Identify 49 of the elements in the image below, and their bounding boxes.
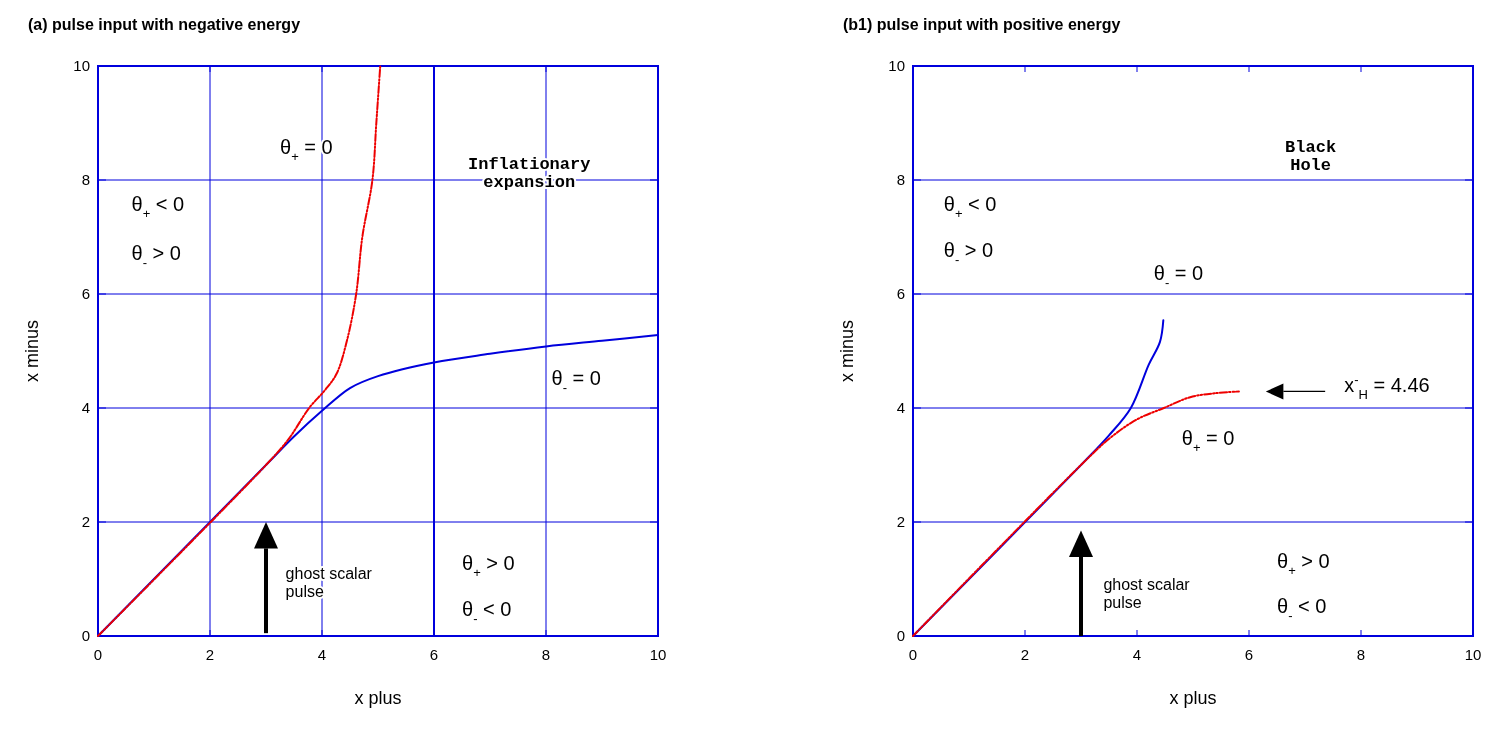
x-tick-label: 4 [317,646,327,663]
annotation: θ$_{-}$ = 0 [1153,261,1204,290]
chart-title: (a) pulse input with negative energy [28,16,301,33]
x-axis-title: x plus [1169,688,1217,708]
x-tick-label: 6 [429,646,439,663]
x-tick-label: 10 [1464,646,1482,663]
y-tick-label: 8 [81,171,90,188]
y-tick-label: 4 [81,399,90,416]
annotation: θ$_{-}$ < 0 [1277,595,1327,624]
y-axis-title: x minus [837,319,857,383]
x-tick-label: 0 [908,646,918,663]
y-tick-label: 4 [896,399,905,416]
x-tick-label: 0 [93,646,103,663]
annotation: Black Hole [1285,137,1337,176]
x-tick-label: 2 [1020,646,1030,663]
x-tick-label: 2 [205,646,215,663]
annotation: θ$_{+}$ > 0 [1277,549,1330,578]
y-tick-label: 2 [896,513,905,530]
annotation: θ$_{-}$ > 0 [131,241,181,270]
x-tick-label: 6 [1244,646,1254,663]
annotation: θ$_{+}$ > 0 [462,552,515,581]
line-series [97,65,382,637]
annotation: θ$_{+}$ < 0 [943,193,997,222]
annotation: θ$_{+}$ < 0 [131,193,185,222]
x-tick-label: 4 [1132,646,1142,663]
y-tick-label: 8 [896,171,905,188]
annotation: Inflationary expansion [467,154,591,193]
y-axis-title: x minus [22,319,42,383]
x-tick-label: 8 [541,646,551,663]
y-tick-label: 0 [81,627,90,644]
y-tick-label: 10 [888,57,905,74]
annotation: θ$_{-}$ < 0 [462,598,512,627]
annotation: θ$_{-}$ = 0 [551,367,601,396]
annotation: θ$_{-}$ > 0 [943,238,994,268]
line-series [912,390,1240,637]
x-tick-label: 8 [1356,646,1366,663]
annotation: x$^{-}$$_{H}$ = 4.46 [1344,372,1430,403]
annotation: θ$_{+}$ = 0 [280,136,333,165]
chart-title: (b1) pulse input with positive energy [843,16,1121,33]
annotation: ghost scalar pulse [1103,576,1191,611]
x-axis-title: x plus [354,688,402,708]
y-tick-label: 6 [81,285,90,302]
y-tick-label: 6 [896,285,905,302]
annotation: ghost scalar pulse [285,565,373,600]
y-tick-label: 0 [896,627,905,644]
x-tick-label: 10 [649,646,667,663]
y-tick-label: 2 [81,513,90,530]
y-tick-label: 10 [73,57,90,74]
annotation: θ$_{+}$ = 0 [1181,427,1235,456]
